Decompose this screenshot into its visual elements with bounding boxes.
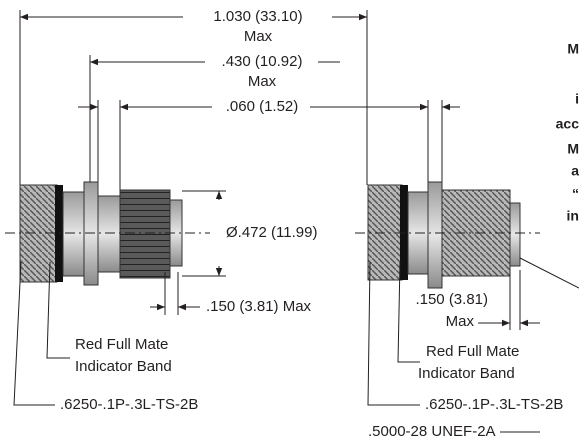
callout: .6250-.1P-.3L-TS-2B xyxy=(60,396,198,413)
dimension-label: .150 (3.81) xyxy=(415,291,488,308)
callout: Red Full Mate xyxy=(426,343,519,360)
note-line: i xyxy=(575,91,579,107)
note-line: a xyxy=(571,163,579,179)
note-line: acc xyxy=(556,116,579,132)
note-line: “ xyxy=(572,186,579,202)
note-line: M xyxy=(567,41,579,57)
callout: Indicator Band xyxy=(75,358,172,375)
dimension-label: .430 (10.92) xyxy=(222,53,303,70)
dimension-label: Ø.472 (11.99) xyxy=(226,224,317,241)
right-connector xyxy=(367,181,521,289)
cropped-note: Mi acc Ma “ in xyxy=(556,41,579,224)
dimension-label: 1.030 (33.10) xyxy=(213,8,302,25)
leaders xyxy=(13,257,579,433)
dimension-label: .150 (3.81) Max xyxy=(206,298,312,315)
dimension-lines xyxy=(19,10,540,330)
dimension-label: .060 (1.52) xyxy=(226,98,299,115)
callout: Red Full Mate xyxy=(75,336,168,353)
callout: .5000-28 UNEF-2A xyxy=(368,423,496,440)
dimension-label: Max xyxy=(446,313,475,330)
note-line: in xyxy=(567,208,579,224)
note-line: M xyxy=(567,141,579,157)
callout: .6250-.1P-.3L-TS-2B xyxy=(425,396,563,413)
dimension-label: Max xyxy=(244,28,273,45)
callout: Indicator Band xyxy=(418,365,515,382)
dimension-label: Max xyxy=(248,73,277,90)
